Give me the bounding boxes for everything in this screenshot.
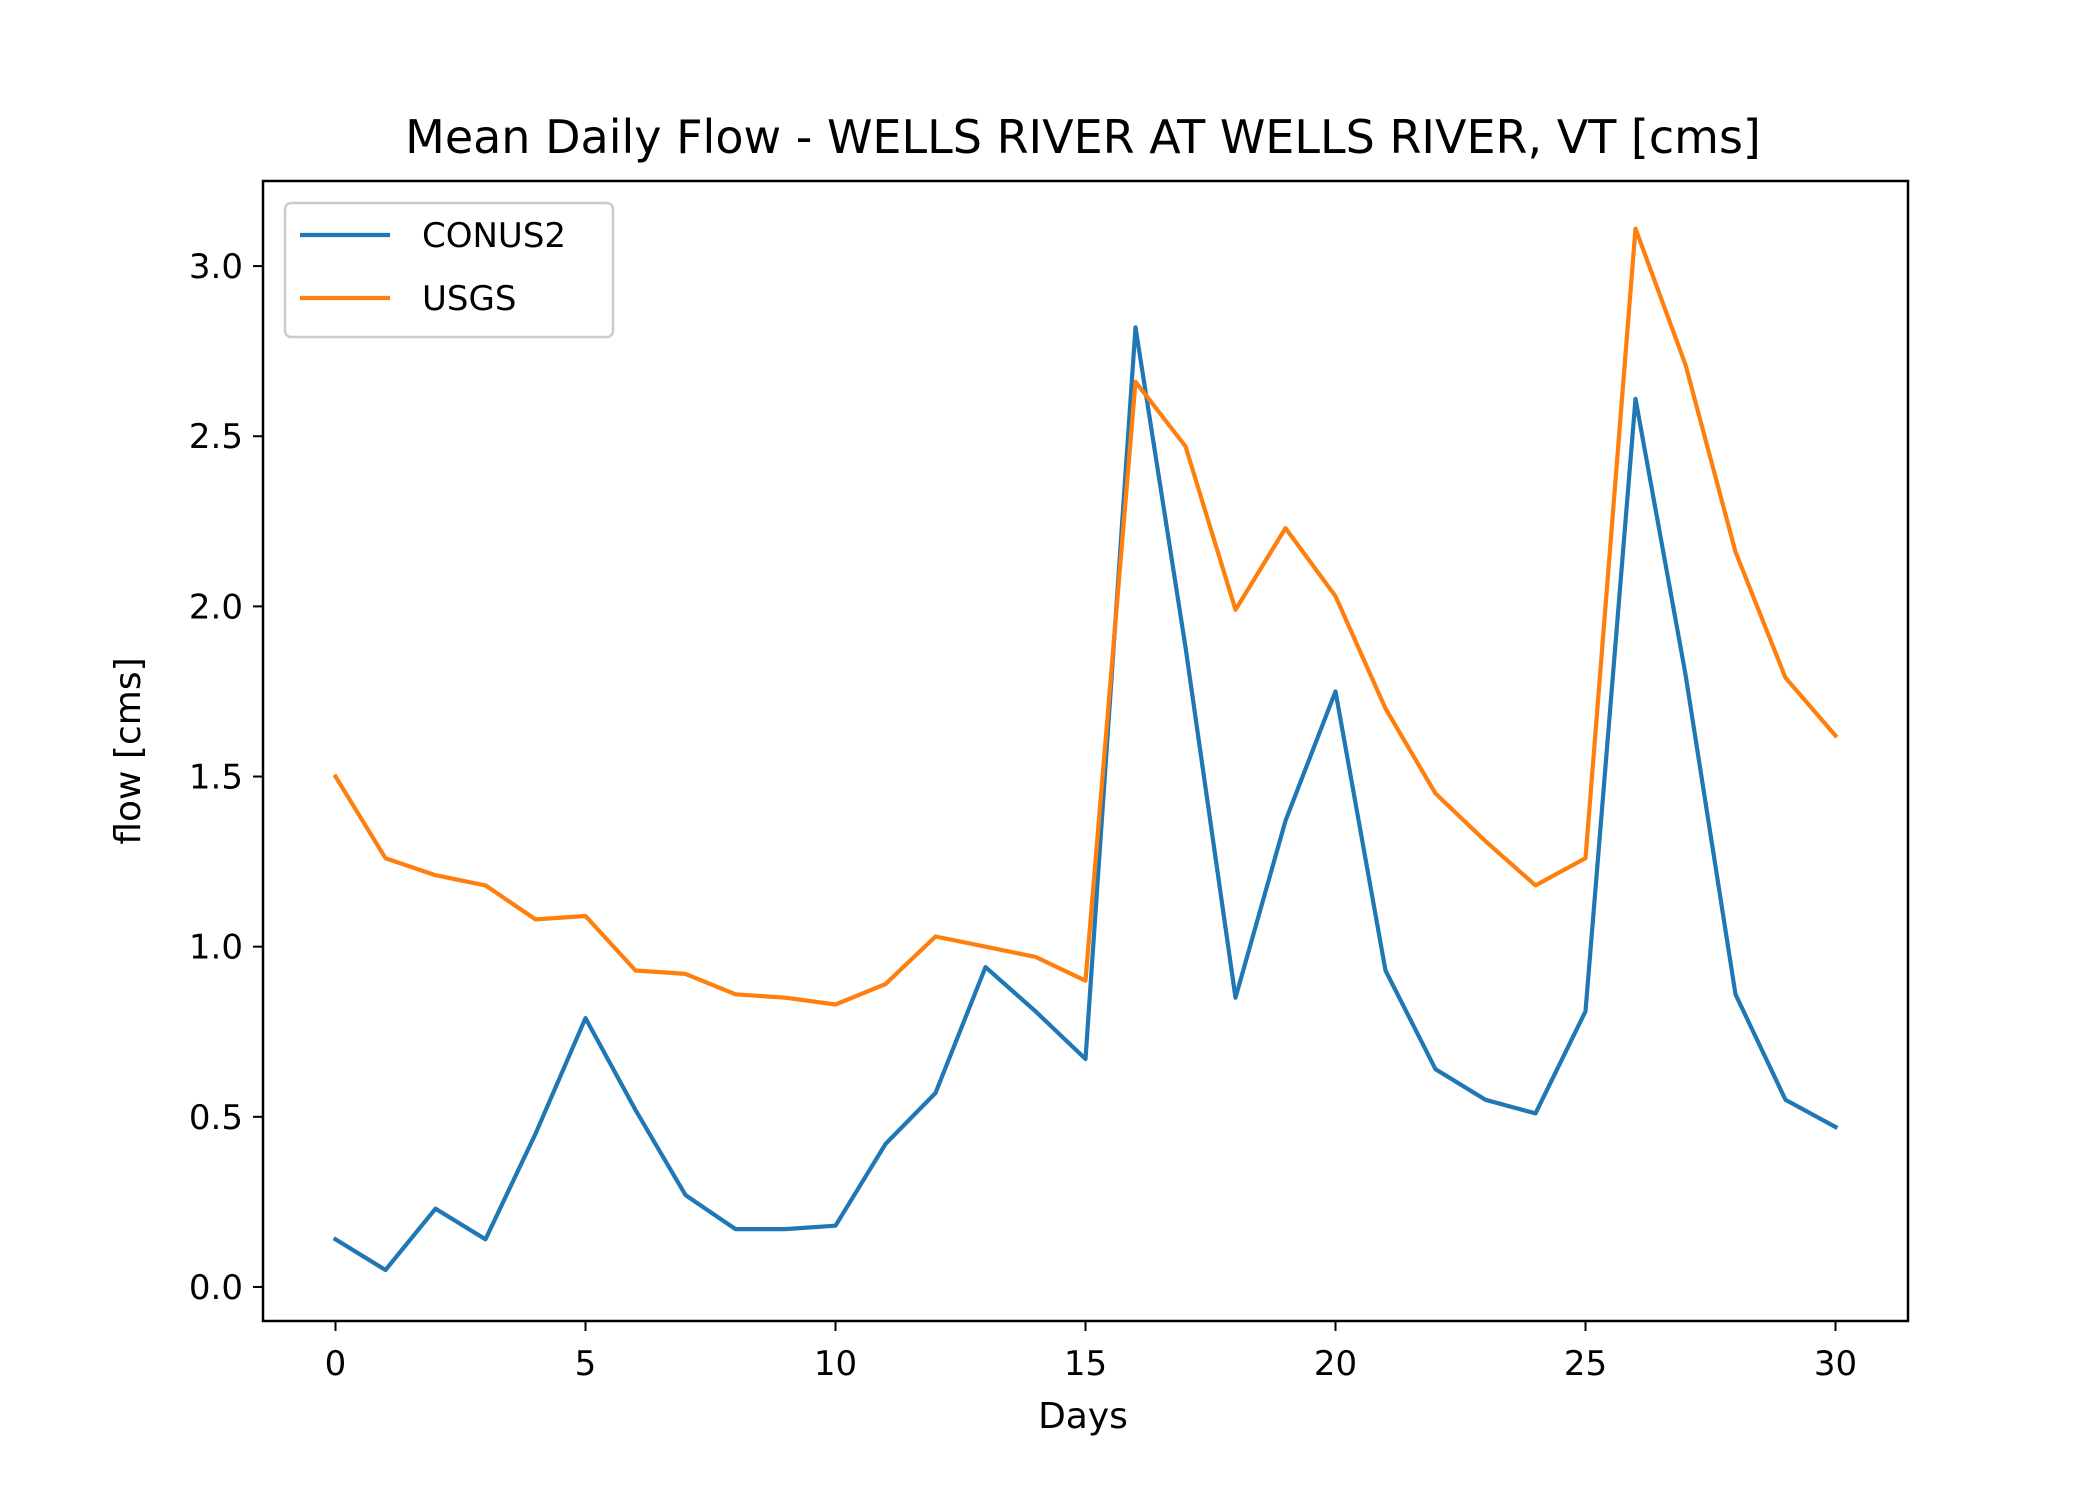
y-tick-label: 1.0 bbox=[189, 928, 243, 968]
series-line-usgs bbox=[332, 226, 1839, 1007]
x-axis-label: Days bbox=[1038, 1396, 1128, 1437]
y-tick-label: 0.5 bbox=[189, 1098, 243, 1138]
y-axis-label: flow [cms] bbox=[108, 657, 149, 844]
x-tick-label: 25 bbox=[1564, 1344, 1607, 1384]
x-tick-label: 20 bbox=[1314, 1344, 1357, 1384]
x-axis: 0 5 10 15 20 25 30 bbox=[325, 1321, 1857, 1384]
legend-label-usgs: USGS bbox=[422, 279, 516, 319]
x-tick-label: 30 bbox=[1814, 1344, 1857, 1384]
series-lines bbox=[332, 226, 1839, 1273]
y-axis: 0.0 0.5 1.0 1.5 2.0 2.5 3.0 bbox=[189, 247, 263, 1308]
x-tick-label: 0 bbox=[325, 1344, 347, 1384]
x-tick-label: 15 bbox=[1064, 1344, 1107, 1384]
x-tick-label: 10 bbox=[814, 1344, 857, 1384]
chart-title: Mean Daily Flow - WELLS RIVER AT WELLS R… bbox=[405, 110, 1761, 164]
legend: CONUS2 USGS bbox=[283, 201, 615, 339]
y-tick-label: 2.0 bbox=[189, 587, 243, 627]
y-tick-label: 3.0 bbox=[189, 247, 243, 287]
legend-label-conus2: CONUS2 bbox=[422, 216, 566, 256]
y-tick-label: 1.5 bbox=[189, 758, 243, 798]
y-tick-label: 2.5 bbox=[189, 417, 243, 457]
x-tick-label: 5 bbox=[575, 1344, 597, 1384]
y-tick-label: 0.0 bbox=[189, 1268, 243, 1308]
series-line-conus2 bbox=[332, 325, 1839, 1273]
